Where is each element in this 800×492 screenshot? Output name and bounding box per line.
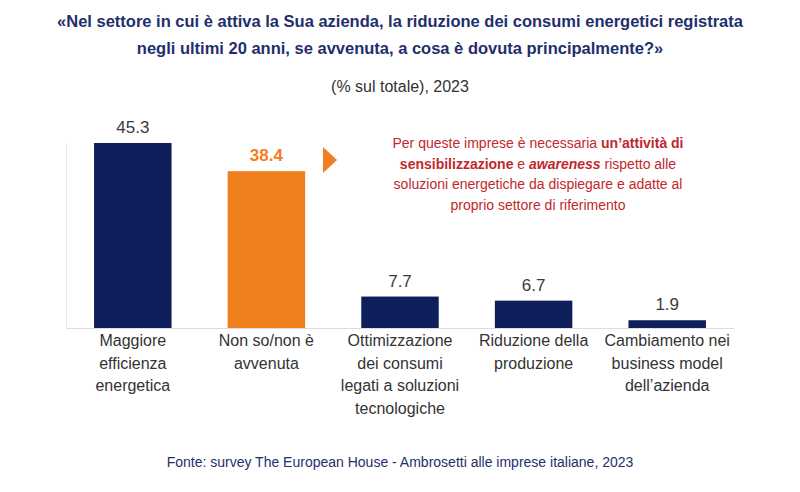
annotation-text: sensibilizzazione bbox=[400, 156, 514, 172]
x-tick: Ottimizzazione dei consumi legati a soluzi… bbox=[341, 328, 459, 417]
x-tick: Non so/non è avvenuta bbox=[219, 328, 314, 372]
bar bbox=[495, 301, 572, 328]
y-axis bbox=[66, 144, 67, 329]
text-line: Non so/non è bbox=[219, 332, 314, 349]
text-line: dell’azienda bbox=[625, 377, 710, 394]
bar bbox=[628, 320, 705, 328]
x-tick-label: Non so/non è avvenuta bbox=[219, 332, 314, 372]
annotation-text: e bbox=[513, 156, 529, 172]
x-tick-label: Cambiamento nei business model dell’aziend… bbox=[604, 332, 729, 394]
text-line: Cambiamento nei bbox=[604, 332, 729, 349]
x-axis-line bbox=[67, 328, 735, 329]
text-line: avvenuta bbox=[234, 355, 299, 372]
data-label: 7.7 bbox=[388, 272, 412, 291]
annotation: Per queste imprese è necessaria un’attiv… bbox=[392, 135, 683, 213]
text-line: efficienza bbox=[99, 355, 166, 372]
annotation-text: proprio settore di riferimento bbox=[450, 197, 625, 213]
bar bbox=[361, 297, 438, 328]
text-line: energetica bbox=[95, 377, 170, 394]
annotation-line: proprio settore di riferimento bbox=[450, 197, 625, 213]
chart: «Nel settore in cui è attiva la Sua azie… bbox=[0, 0, 800, 492]
x-tick: Maggiore efficienza energetica bbox=[95, 328, 170, 394]
annotation-text: Per queste imprese è necessaria bbox=[392, 135, 601, 151]
annotation-line: Per queste imprese è necessaria un’attiv… bbox=[392, 135, 683, 151]
annotation-text: un’attività di bbox=[601, 135, 683, 151]
text-line: dei consumi bbox=[357, 355, 442, 372]
data-label: 45.3 bbox=[116, 118, 149, 137]
text-line: «Nel settore in cui è attiva la Sua azie… bbox=[57, 12, 744, 30]
text-line: tecnologiche bbox=[355, 400, 445, 417]
text-line: Riduzione della bbox=[479, 332, 589, 349]
annotation-line: sensibilizzazione e awareness rispetto a… bbox=[400, 156, 676, 172]
data-label: 1.9 bbox=[655, 295, 679, 314]
data-label: 38.4 bbox=[250, 146, 284, 165]
annotation-text: rispetto alle bbox=[601, 156, 677, 172]
annotation-arrow bbox=[323, 147, 337, 173]
y-axis-line bbox=[66, 144, 67, 329]
annotation-text: awareness bbox=[529, 156, 601, 172]
bar bbox=[94, 143, 171, 328]
title: «Nel settore in cui è attiva la Sua azie… bbox=[57, 12, 744, 57]
annotation-text: soluzioni energetiche da dispiegare e ad… bbox=[394, 176, 683, 192]
x-tick: Cambiamento nei business model dell’aziend… bbox=[604, 328, 729, 394]
text-line: negli ultimi 20 anni, se avvenuta, a cos… bbox=[137, 39, 663, 57]
source: Fonte: survey The European House - Ambro… bbox=[167, 454, 634, 470]
x-axis: Maggiore efficienza energetica Non so/non è… bbox=[67, 328, 735, 417]
text-line: Ottimizzazione bbox=[348, 332, 453, 349]
text-line: produzione bbox=[494, 355, 573, 372]
annotation-line: soluzioni energetiche da dispiegare e ad… bbox=[394, 176, 683, 192]
data-labels: 45.3 38.4 7.7 6.7 1.9 bbox=[116, 118, 679, 314]
x-tick: Riduzione della produzione bbox=[479, 328, 589, 372]
x-tick-label: Maggiore efficienza energetica bbox=[95, 332, 170, 394]
x-tick-label: Riduzione della produzione bbox=[479, 332, 589, 372]
bar bbox=[228, 171, 305, 328]
text-line: legati a soluzioni bbox=[341, 377, 459, 394]
x-tick-label: Ottimizzazione dei consumi legati a soluzi… bbox=[341, 332, 459, 417]
text-line: Maggiore bbox=[99, 332, 166, 349]
bars bbox=[94, 143, 706, 328]
subtitle: (% sul totale), 2023 bbox=[331, 78, 469, 95]
data-label: 6.7 bbox=[522, 276, 546, 295]
text-line: business model bbox=[612, 355, 723, 372]
